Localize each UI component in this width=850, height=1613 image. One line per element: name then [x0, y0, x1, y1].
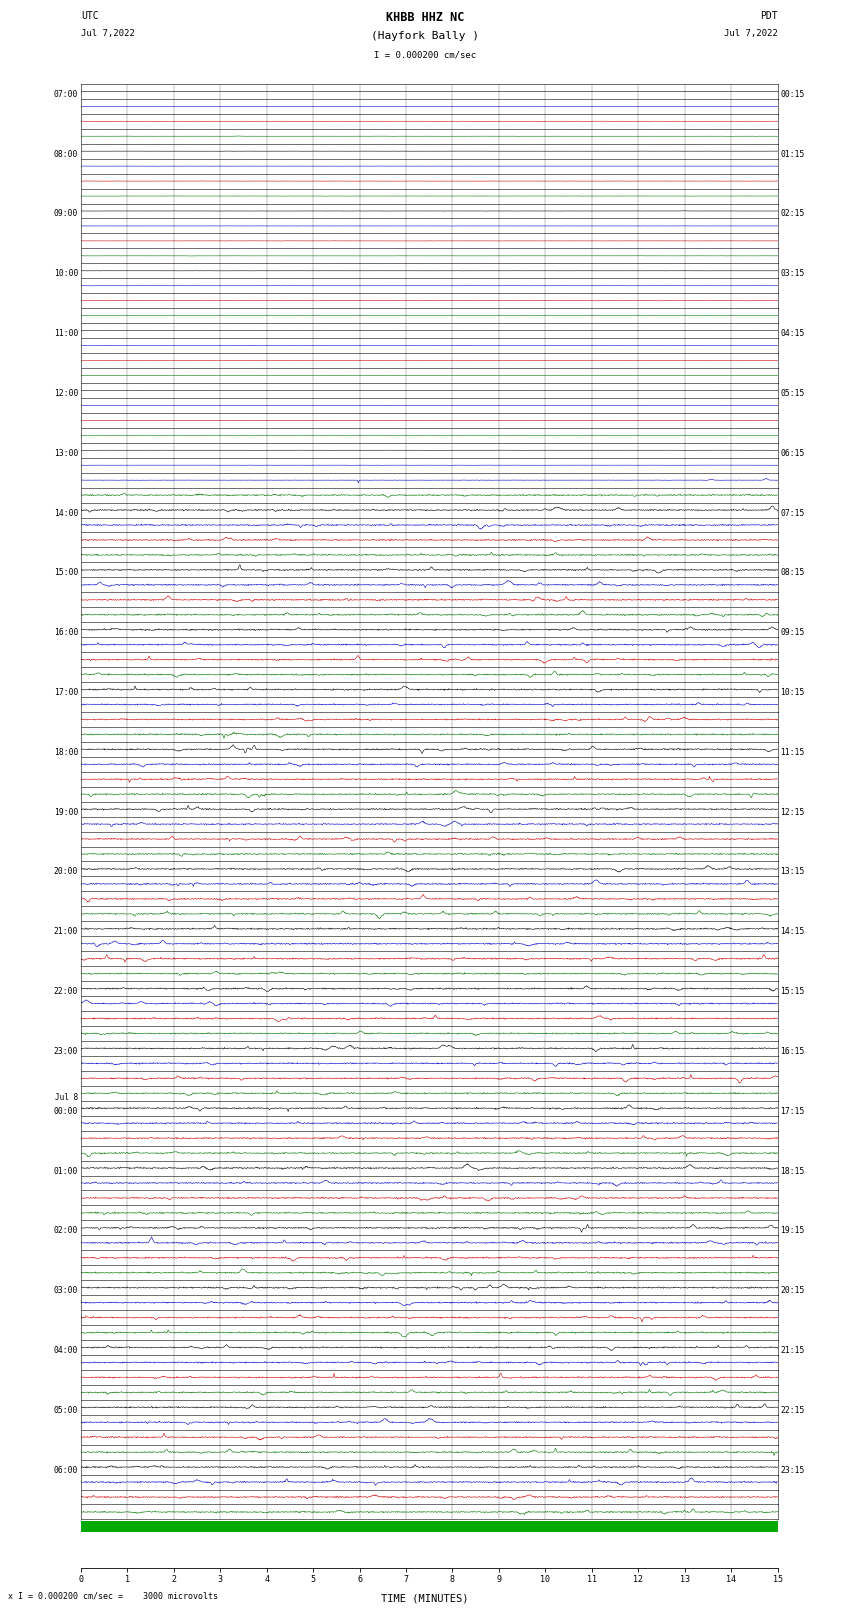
- Text: 08:15: 08:15: [780, 568, 805, 577]
- Text: 20:15: 20:15: [780, 1286, 805, 1295]
- Text: 04:00: 04:00: [54, 1345, 78, 1355]
- Text: 18:15: 18:15: [780, 1166, 805, 1176]
- Text: 09:00: 09:00: [54, 210, 78, 218]
- Text: 19:15: 19:15: [780, 1226, 805, 1236]
- Text: 13:00: 13:00: [54, 448, 78, 458]
- Text: 02:00: 02:00: [54, 1226, 78, 1236]
- Text: 05:00: 05:00: [54, 1407, 78, 1415]
- Text: 01:15: 01:15: [780, 150, 805, 158]
- Text: 22:00: 22:00: [54, 987, 78, 997]
- Text: 21:00: 21:00: [54, 927, 78, 936]
- Text: 04:15: 04:15: [780, 329, 805, 339]
- Text: Jul 7,2022: Jul 7,2022: [81, 29, 134, 39]
- Text: Jul 8: Jul 8: [55, 1094, 78, 1102]
- Text: 00:00: 00:00: [54, 1107, 78, 1116]
- Text: 12:00: 12:00: [54, 389, 78, 398]
- Text: 07:00: 07:00: [54, 90, 78, 98]
- Text: x I = 0.000200 cm/sec =    3000 microvolts: x I = 0.000200 cm/sec = 3000 microvolts: [8, 1590, 218, 1600]
- Text: 23:00: 23:00: [54, 1047, 78, 1057]
- Text: 21:15: 21:15: [780, 1345, 805, 1355]
- Text: 13:15: 13:15: [780, 868, 805, 876]
- Text: 10:15: 10:15: [780, 689, 805, 697]
- Text: 18:00: 18:00: [54, 748, 78, 756]
- Text: 20:00: 20:00: [54, 868, 78, 876]
- Text: 03:00: 03:00: [54, 1286, 78, 1295]
- Text: 15:00: 15:00: [54, 568, 78, 577]
- Text: KHBB HHZ NC: KHBB HHZ NC: [386, 11, 464, 24]
- Text: (Hayfork Bally ): (Hayfork Bally ): [371, 31, 479, 40]
- Text: 15:15: 15:15: [780, 987, 805, 997]
- Text: 10:00: 10:00: [54, 269, 78, 279]
- Text: 08:00: 08:00: [54, 150, 78, 158]
- Text: 06:00: 06:00: [54, 1466, 78, 1474]
- Text: 11:00: 11:00: [54, 329, 78, 339]
- Text: 06:15: 06:15: [780, 448, 805, 458]
- Text: 16:00: 16:00: [54, 627, 78, 637]
- Text: 17:00: 17:00: [54, 689, 78, 697]
- Text: 16:15: 16:15: [780, 1047, 805, 1057]
- Text: 22:15: 22:15: [780, 1407, 805, 1415]
- Text: 01:00: 01:00: [54, 1166, 78, 1176]
- Text: 17:15: 17:15: [780, 1107, 805, 1116]
- Text: 23:15: 23:15: [780, 1466, 805, 1474]
- Text: TIME (MINUTES): TIME (MINUTES): [382, 1594, 468, 1603]
- Text: I = 0.000200 cm/sec: I = 0.000200 cm/sec: [374, 50, 476, 60]
- Text: 03:15: 03:15: [780, 269, 805, 279]
- Text: 07:15: 07:15: [780, 508, 805, 518]
- Text: PDT: PDT: [760, 11, 778, 21]
- Text: 05:15: 05:15: [780, 389, 805, 398]
- Text: 19:00: 19:00: [54, 808, 78, 816]
- Text: UTC: UTC: [81, 11, 99, 21]
- Text: 09:15: 09:15: [780, 627, 805, 637]
- Text: 02:15: 02:15: [780, 210, 805, 218]
- Text: 14:00: 14:00: [54, 508, 78, 518]
- Text: 14:15: 14:15: [780, 927, 805, 936]
- Text: 00:15: 00:15: [780, 90, 805, 98]
- Text: 11:15: 11:15: [780, 748, 805, 756]
- Text: Jul 7,2022: Jul 7,2022: [724, 29, 778, 39]
- Text: 12:15: 12:15: [780, 808, 805, 816]
